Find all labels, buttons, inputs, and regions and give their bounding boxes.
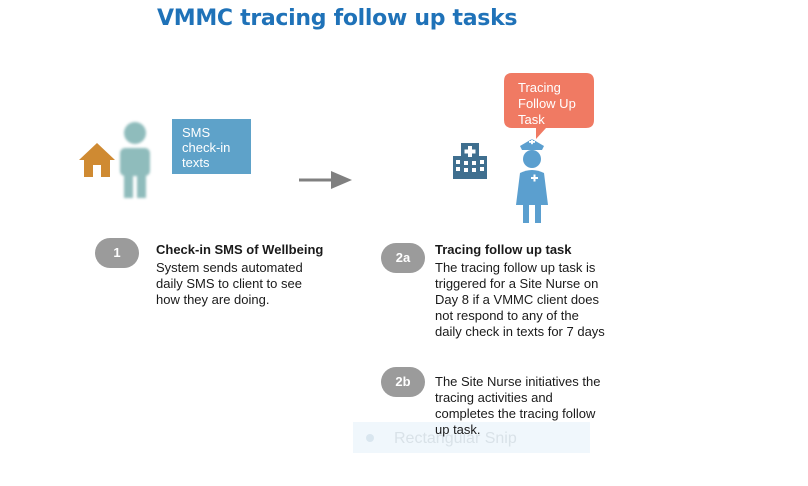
sms-line-3: texts <box>182 155 210 170</box>
step-2b-description: The Site Nurse initiatives the tracing a… <box>435 374 600 438</box>
step-2b-line: up task. <box>435 422 481 437</box>
step-2a-line: triggered for a Site Nurse on <box>435 276 599 291</box>
page-title: VMMC tracing follow up tasks <box>157 6 518 31</box>
bubble-line-1: Tracing <box>518 80 561 95</box>
snip-dot-icon <box>366 434 374 442</box>
step-2a-line: Day 8 if a VMMC client does <box>435 292 600 307</box>
step-2b-line: completes the tracing follow <box>435 406 596 421</box>
step-2a-description: The tracing follow up task is triggered … <box>435 260 605 340</box>
speech-bubble-text: Tracing Follow Up Task <box>518 80 598 128</box>
hospital-icon <box>452 143 488 184</box>
sms-line-2: check-in <box>182 140 231 155</box>
rectangular-snip-overlay[interactable] <box>353 422 590 453</box>
sms-line-1: SMS <box>182 125 211 140</box>
step-1-description: System sends automated daily SMS to clie… <box>156 260 303 308</box>
step-2b-line: tracing activities and <box>435 390 553 405</box>
step-2a-line: The tracing follow up task is <box>435 260 596 275</box>
speech-bubble <box>502 72 596 147</box>
step-1-badge: 1 <box>95 238 139 268</box>
step-2b-badge: 2b <box>381 367 425 397</box>
arrow-right-icon <box>298 169 354 196</box>
rectangular-snip-label: Rectangular Snip <box>394 430 517 447</box>
house-icon <box>78 141 116 184</box>
bubble-line-3: Task <box>518 112 545 127</box>
step-2b-line: The Site Nurse initiatives the <box>435 374 601 389</box>
step-1-title: Check-in SMS of Wellbeing <box>156 242 324 257</box>
person-icon <box>118 120 152 205</box>
step-1-line: daily SMS to client to see <box>156 276 302 291</box>
step-2a-line: daily check in texts for 7 days <box>435 324 605 339</box>
sms-checkin-box: SMS check-in texts <box>172 119 251 174</box>
step-1-line: how they are doing. <box>156 292 270 307</box>
step-2a-line: not respond to any of the <box>435 308 579 323</box>
bubble-line-2: Follow Up <box>518 96 576 111</box>
nurse-icon <box>512 137 552 230</box>
step-1-line: System sends automated <box>156 260 303 275</box>
step-2a-badge: 2a <box>381 243 425 273</box>
step-2a-title: Tracing follow up task <box>435 242 572 257</box>
